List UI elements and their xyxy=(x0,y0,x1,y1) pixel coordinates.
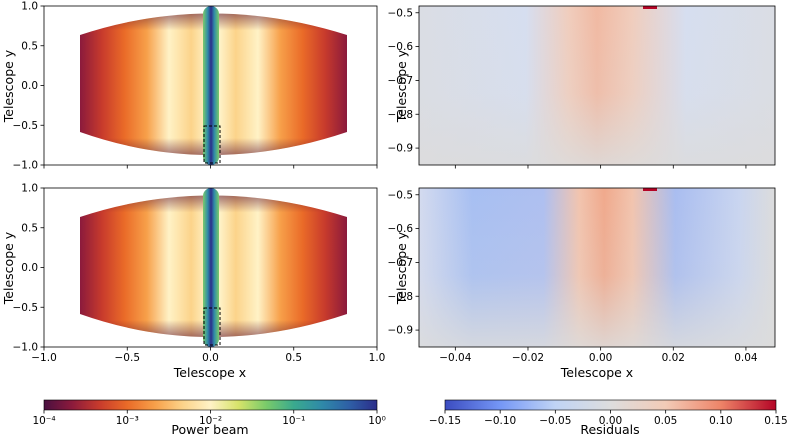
dashed-box-top xyxy=(203,125,221,164)
colorbar-residuals-label: Residuals xyxy=(580,422,639,437)
xtick-label-power-beam-bottom-2: 0.0 xyxy=(202,352,219,364)
ytick-label-power-beam-bottom-1: −0.5 xyxy=(13,302,39,314)
axes-layer: −1.0 −0.5 0.0 0.5 1.0 −0.9 −0.8 −0.7 −0.6 −0.5 −1.… xyxy=(13,1,788,428)
xlabel-power-beam-bottom: Telescope x xyxy=(173,365,246,380)
ytick-label-power-beam-top-2: 0.0 xyxy=(21,80,38,92)
cb-tick-label-power_beam-4: 10⁰ xyxy=(368,415,386,427)
ytick-label-residuals-top-1: −0.8 xyxy=(388,109,414,121)
ytick-label-residuals-top-4: −0.5 xyxy=(388,7,414,19)
cb-tick-label-residuals-2: −0.05 xyxy=(539,415,571,427)
xtick-label-residuals-bottom-2: 0.00 xyxy=(589,352,612,364)
cb-tick-label-residuals-4: 0.05 xyxy=(654,415,677,427)
beam-core-bottom xyxy=(203,188,219,347)
xtick-label-residuals-bottom-4: 0.04 xyxy=(734,352,758,364)
ytick-label-residuals-bottom-1: −0.8 xyxy=(388,291,414,303)
cb-tick-label-power_beam-1: 10⁻³ xyxy=(116,415,139,427)
xtick-label-power-beam-bottom-1: −0.5 xyxy=(115,352,141,364)
ytick-label-power-beam-top-0: −1.0 xyxy=(13,160,39,172)
ytick-label-residuals-top-3: −0.6 xyxy=(388,41,414,53)
colorbar-power-beam-bar xyxy=(43,399,378,411)
cb-tick-label-power_beam-3: 10⁻¹ xyxy=(282,415,305,427)
ytick-label-residuals-top-2: −0.7 xyxy=(388,75,414,87)
cb-tick-label-residuals-1: −0.10 xyxy=(484,415,516,427)
ytick-label-power-beam-bottom-4: 1.0 xyxy=(21,183,38,195)
cb-tick-label-residuals-5: 0.10 xyxy=(709,415,732,427)
cb-tick-label-residuals-6: 0.15 xyxy=(764,415,787,427)
ytick-label-power-beam-top-4: 1.0 xyxy=(21,1,38,13)
xlabel-residuals-bottom: Telescope x xyxy=(560,365,633,380)
ytick-label-residuals-bottom-3: −0.6 xyxy=(388,223,414,235)
xtick-label-power-beam-bottom-4: 1.0 xyxy=(369,352,386,364)
colorbar-power-beam-label: Power beam xyxy=(171,422,248,437)
colorbar-residuals: Residuals xyxy=(444,399,777,437)
cb-tick-label-residuals-3: 0.00 xyxy=(599,415,622,427)
ylabel-residuals-top: Telescope y xyxy=(394,49,409,123)
ylabel-power-beam-top: Telescope y xyxy=(1,49,16,123)
cb-tick-label-residuals-0: −0.15 xyxy=(429,415,461,427)
colorbar-residuals-bar xyxy=(444,399,777,411)
ytick-label-power-beam-top-3: 0.5 xyxy=(21,40,38,52)
colorbar-power-beam: Power beam xyxy=(43,399,378,437)
ytick-label-residuals-bottom-0: −0.9 xyxy=(388,325,414,337)
ytick-label-power-beam-bottom-2: 0.0 xyxy=(21,262,38,274)
ytick-label-residuals-top-0: −0.9 xyxy=(388,143,414,155)
ytick-label-residuals-bottom-4: −0.5 xyxy=(388,189,414,201)
residual-hot-edge-bottom xyxy=(643,188,657,191)
residual-hot-edge-top xyxy=(643,6,657,9)
cb-tick-label-power_beam-0: 10⁻⁴ xyxy=(32,415,55,427)
ytick-label-power-beam-top-1: −0.5 xyxy=(13,120,39,132)
xtick-label-power-beam-bottom-3: 0.5 xyxy=(285,352,302,364)
xtick-label-residuals-bottom-0: −0.04 xyxy=(439,352,471,364)
panel-residuals-top xyxy=(419,6,775,165)
ytick-label-power-beam-bottom-3: 0.5 xyxy=(21,222,38,234)
ytick-label-power-beam-bottom-0: −1.0 xyxy=(13,342,39,354)
panel-residuals-bottom xyxy=(419,188,775,347)
frame-residuals-top xyxy=(418,5,776,166)
dashed-box-bottom xyxy=(203,307,221,346)
xtick-label-power-beam-bottom-0: −1.0 xyxy=(31,352,57,364)
panel-power-beam-top xyxy=(80,6,347,165)
xtick-label-residuals-bottom-3: 0.02 xyxy=(662,352,685,364)
panel-power-beam-bottom xyxy=(80,188,347,347)
xtick-label-residuals-bottom-1: −0.02 xyxy=(512,352,544,364)
beam-core-top xyxy=(203,6,219,165)
residual-fade-bottom xyxy=(419,188,775,347)
residual-fade-top xyxy=(419,6,775,165)
frame-residuals-bottom xyxy=(418,187,776,348)
cb-tick-label-power_beam-2: 10⁻² xyxy=(199,415,222,427)
ylabel-power-beam-bottom: Telescope y xyxy=(1,231,16,305)
ylabel-residuals-bottom: Telescope y xyxy=(394,231,409,305)
ytick-label-residuals-bottom-2: −0.7 xyxy=(388,257,414,269)
